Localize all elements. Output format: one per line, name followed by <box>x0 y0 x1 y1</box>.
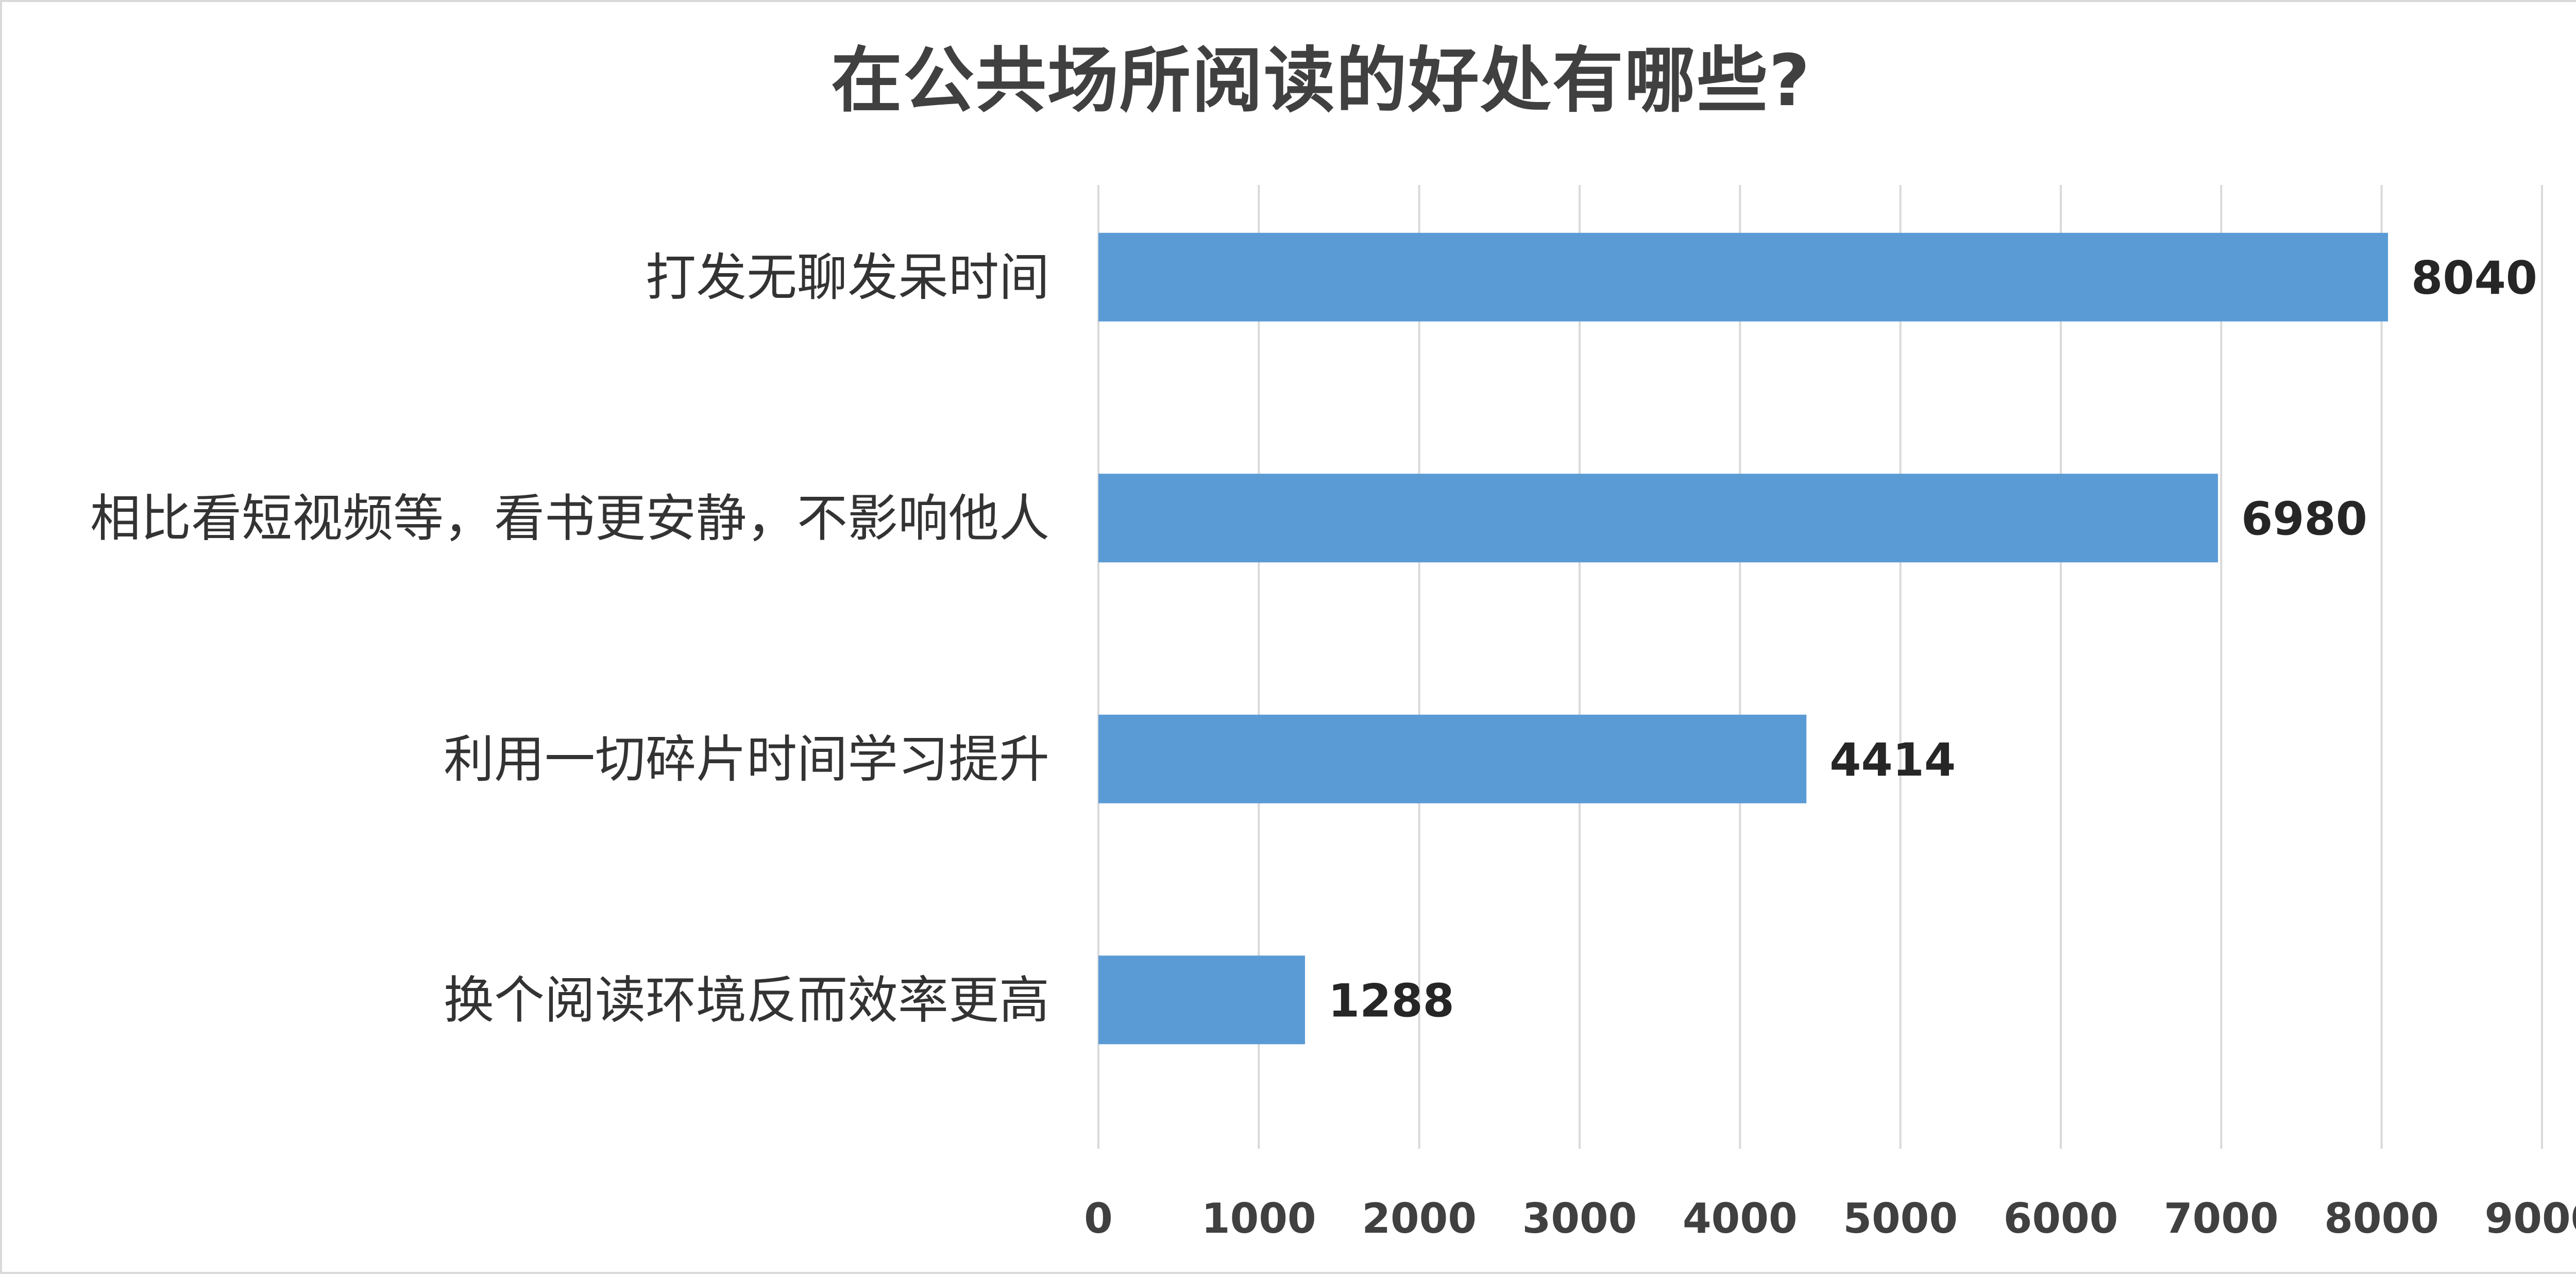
x-tick-label-5000: 5000 <box>1843 1195 1958 1243</box>
x-tick-label-2000: 2000 <box>1362 1195 1477 1243</box>
x-tick-label-8000: 8000 <box>2324 1195 2439 1243</box>
bar-2 <box>1098 714 1807 803</box>
bar-0 <box>1098 232 2388 322</box>
data-label-2: 4414 <box>1829 733 1956 786</box>
bar-1 <box>1098 474 2218 563</box>
x-tick-label-0: 0 <box>1084 1195 1113 1243</box>
category-label-1: 相比看短视频等，看书更安静，不影响他人 <box>90 489 1049 548</box>
x-tick-label-3000: 3000 <box>1522 1195 1637 1243</box>
x-tick-label-1000: 1000 <box>1201 1195 1316 1243</box>
category-label-3: 换个阅读环境反而效率更高 <box>444 971 1049 1030</box>
data-label-0: 8040 <box>2411 251 2537 305</box>
bar-3 <box>1098 955 1305 1045</box>
chart-title: 在公共场所阅读的好处有哪些? <box>831 39 1811 122</box>
x-tick-label-6000: 6000 <box>2004 1195 2119 1243</box>
x-tick-label-9000: 9000 <box>2485 1195 2576 1243</box>
data-label-1: 6980 <box>2241 492 2367 545</box>
x-tick-label-4000: 4000 <box>1683 1195 1798 1243</box>
category-label-2: 利用一切碎片时间学习提升 <box>444 730 1049 789</box>
category-label-0: 打发无聊发呆时间 <box>646 248 1049 307</box>
x-tick-label-7000: 7000 <box>2164 1195 2279 1243</box>
data-label-3: 1288 <box>1328 974 1454 1027</box>
